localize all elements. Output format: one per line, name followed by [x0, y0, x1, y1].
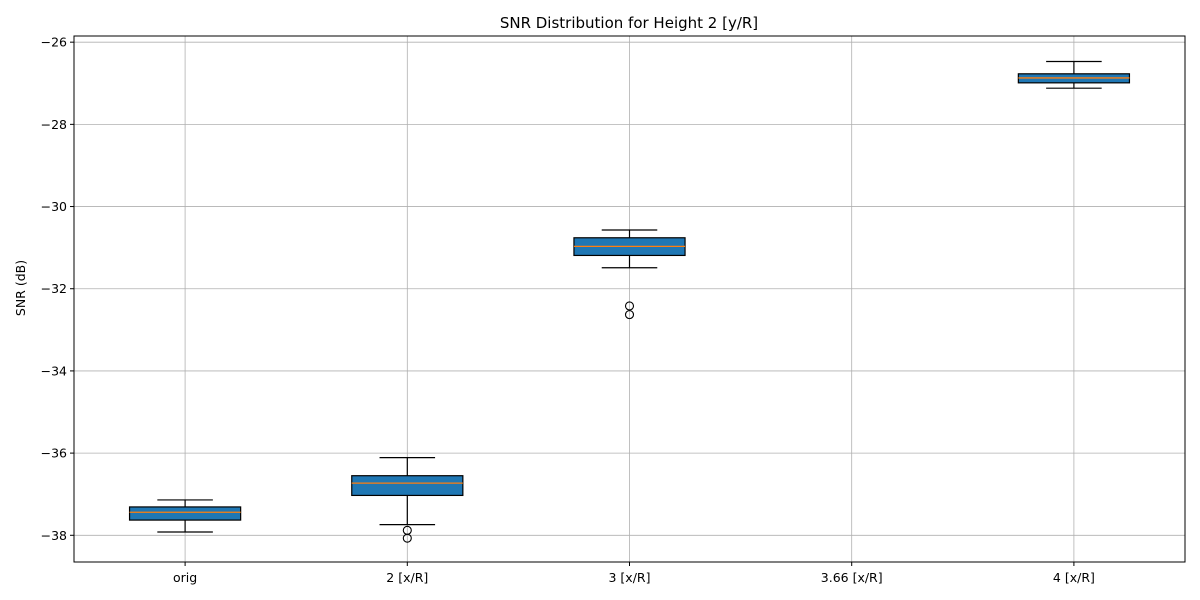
x-tick-label: 4 [x/R] — [1053, 570, 1095, 585]
box-4 — [1017, 60, 1131, 89]
y-tick-label: −34 — [41, 363, 67, 378]
box-2 — [573, 229, 686, 320]
iqr-box — [128, 506, 242, 521]
y-tick-label: −28 — [41, 117, 67, 132]
outlier-point — [624, 301, 635, 311]
outlier-point — [624, 310, 635, 320]
box-0 — [128, 499, 242, 533]
axes-layer: −38 −36 −34 −32 −30 −28 −26 orig 2 [x/R] 3 [x/R] 3… — [41, 35, 1095, 585]
boxes-layer — [128, 60, 1131, 543]
y-tick-label: −36 — [41, 446, 67, 461]
y-tick-label: −32 — [41, 281, 67, 296]
plot-frame — [73, 35, 1186, 563]
y-tick-label: −38 — [41, 528, 67, 543]
x-tick-label: 3.66 [x/R] — [821, 570, 883, 585]
grid-lines — [74, 36, 1185, 562]
y-axis-label: SNR (dB) — [13, 260, 28, 316]
y-tick-label: −26 — [41, 35, 67, 50]
y-tick-label: −30 — [41, 199, 67, 214]
chart-title: SNR Distribution for Height 2 [y/R] — [500, 14, 758, 32]
box-1 — [351, 457, 464, 543]
x-tick-label: orig — [173, 570, 197, 585]
x-tick-label: 3 [x/R] — [609, 570, 651, 585]
x-tick-label: 2 [x/R] — [386, 570, 428, 585]
iqr-box — [351, 475, 464, 497]
outlier-point — [402, 533, 412, 543]
